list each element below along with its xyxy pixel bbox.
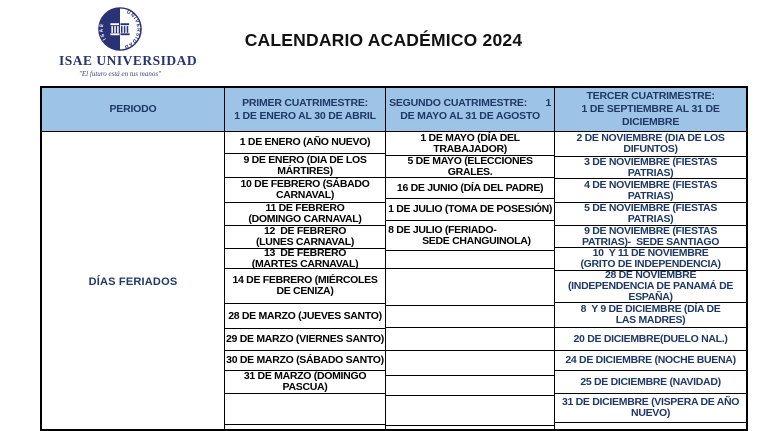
holiday-cell: 5 DE NOVIEMBRE (FIESTAS PATRIAS) [555,203,746,226]
holiday-cell: 10 Y 11 DE NOVIEMBRE (GRITO DE INDEPENDE… [555,248,746,271]
header-tercer-line1: TERCER CUATRIMESTRE: [586,90,715,102]
logo-name: ISAE UNIVERSIDAD [59,53,198,68]
header-periodo-label: PERIODO [109,103,157,115]
header-tercer-line2: 1 DE SEPTIEMBRE AL 31 DE [581,103,720,115]
column-primer-cuatrimestre: 1 DE ENERO (AÑO NUEVO) 9 DE ENERO (DIA DE… [224,132,387,429]
holiday-cell: 10 DE FEBRERO (SÁBADO CARNAVAL) [224,178,386,203]
holiday-cell: 5 DE MAYO (ELECCIONES GRALES. [386,156,555,178]
header-primer-line1: PRIMER CUATRIMESTRE: [242,96,368,109]
holiday-cell [386,328,555,351]
university-logo: ISAE UNIVERSIDAD ISAE UNIVERSIDAD "El fu… [59,6,198,78]
holiday-cell: 30 DE MARZO (SÁBADO SANTO) [224,351,386,371]
holiday-cell [386,251,555,269]
seal-building-glyph [110,23,130,36]
table-header-row: PERIODO PRIMER CUATRIMESTRE: 1 DE ENERO … [42,88,746,132]
svg-text:ISAE: ISAE [99,22,108,41]
holiday-cell: 29 DE MARZO (VIERNES SANTO) [224,329,386,351]
holiday-cell [386,306,555,328]
holiday-cell: 9 DE ENERO (DIA DE LOS MÁRTIRES) [224,154,386,178]
holiday-cell: 9 DE NOVIEMBRE (FIESTAS PATRIAS)- SEDE S… [555,226,746,248]
column-tercer-cuatrimestre: 2 DE NOVIEMBRE (DIA DE LOS DIFUNTOS) 3 DE… [555,132,746,429]
holiday-cell [386,269,555,306]
holiday-cell: 13 DE FEBRERO (MARTES CARNAVAL) [224,249,386,269]
holiday-cell: 3 DE NOVIEMBRE (FIESTAS PATRIAS) [555,157,746,179]
holiday-cell: 16 DE JUNIO (DÍA DEL PADRE) [386,178,555,199]
holiday-cell [386,426,554,429]
header-segundo-line1-num: 1 [545,96,552,109]
holiday-cell: 25 DE DICIEMBRE (NAVIDAD) [555,371,746,394]
holiday-cell: 8 DE JULIO (FERIADO- SEDE CHANGUINOLA) [386,221,555,251]
holiday-cell [386,351,555,376]
logo-tagline: "El futuro está en tus manos" [78,70,162,78]
holiday-cell: 8 Y 9 DE DICIEMBRE (DÍA DE LAS MADRES) [555,303,746,328]
holiday-cell: 4 DE NOVIEMBRE (FIESTAS PATRIAS) [555,179,746,203]
holiday-cell: 31 DE DICIEMBRE (VISPERA DE AÑO NUEVO) [555,394,746,423]
holiday-cell: 11 DE FEBRERO (DOMINGO CARNAVAL) [224,203,386,226]
holiday-cell: 1 DE ENERO (AÑO NUEVO) [224,132,386,154]
holiday-cell: 14 DE FEBRERO (MIÉRCOLES DE CENIZA) [224,269,386,304]
holiday-cell: 2 DE NOVIEMBRE (DIA DE LOS DIFUNTOS) [555,132,746,157]
holiday-cell: 28 DE NOVIEMBRE (INDEPENDENCIA DE PANAMÁ… [555,271,746,303]
page-title: CALENDARIO ACADÉMICO 2024 [244,30,523,50]
header-periodo: PERIODO [42,88,225,131]
holiday-cell: 20 DE DICIEMBRE(DUELO NAL.) [555,328,746,351]
header-primer-cuatrimestre: PRIMER CUATRIMESTRE: 1 DE ENERO AL 30 DE… [225,88,387,131]
header-segundo-cuatrimestre: SEGUNDO CUATRIMESTRE: 1 DE MAYO AL 31 DE… [386,88,556,131]
calendar-table: PERIODO PRIMER CUATRIMESTRE: 1 DE ENERO … [40,86,748,431]
holiday-cell: 1 DE JULIO (TOMA DE POSESIÓN) [386,199,555,221]
holiday-cell [386,396,555,426]
column-segundo-cuatrimestre: 1 DE MAYO (DÍA DEL TRABAJADOR) 5 DE MAYO … [386,132,556,429]
header-segundo-line1-text: SEGUNDO CUATRIMESTRE: [389,96,528,109]
header-primer-line2: 1 DE ENERO AL 30 DE ABRIL [234,109,376,122]
table-body-row: DÍAS FERIADOS 1 DE ENERO (AÑO NUEVO) 9 DE… [42,132,746,429]
holiday-cell: 28 DE MARZO (JUEVES SANTO) [224,304,386,329]
holiday-cell [224,394,386,425]
row-label-dias-feriados: DÍAS FERIADOS [42,132,225,429]
holiday-cell [386,376,555,396]
header-tercer-line3: DICIEMBRE [622,116,680,128]
holiday-cell: 31 DE MARZO (DOMINGO PASCUA) [224,371,386,394]
header-segundo-line1: SEGUNDO CUATRIMESTRE: 1 [386,97,554,110]
university-seal-icon: ISAE UNIVERSIDAD [98,7,142,51]
holiday-cell: 1 DE MAYO (DÍA DEL TRABAJADOR) [386,132,555,156]
header-tercer-cuatrimestre: TERCER CUATRIMESTRE: 1 DE SEPTIEMBRE AL … [555,88,746,131]
holiday-cell [225,425,385,429]
header-segundo-line2: DE MAYO AL 31 DE AGOSTO [400,109,540,122]
holiday-cell: 12 DE FEBRERO (LUNES CARNAVAL) [224,226,386,249]
seal-left-text: ISAE [99,22,107,41]
holiday-cell [555,423,746,429]
holiday-cell: 24 DE DICIEMBRE (NOCHE BUENA) [555,351,746,371]
